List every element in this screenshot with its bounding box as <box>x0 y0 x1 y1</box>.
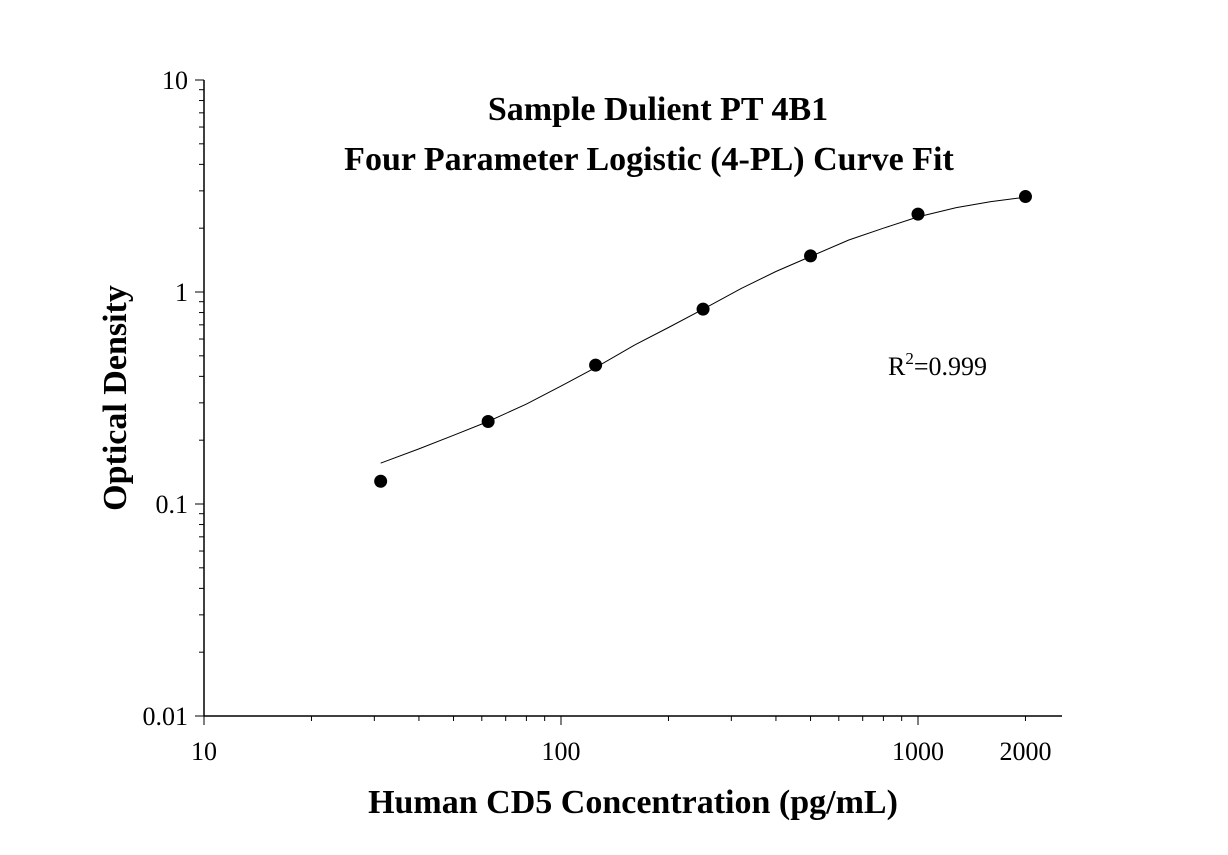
x-axis-ticks: 10 100 1000 2000 <box>191 716 1051 766</box>
y-tick-label: 1 <box>175 278 188 307</box>
y-axis-label: Optical Density <box>97 285 134 511</box>
r-squared-value: =0.999 <box>914 352 987 381</box>
data-point <box>1018 190 1032 204</box>
x-tick-label: 2000 <box>999 737 1051 766</box>
r-squared-base: R <box>888 352 906 381</box>
chart-title-line-2: Four Parameter Logistic (4-PL) Curve Fit <box>344 141 954 178</box>
x-tick-label: 1000 <box>892 737 944 766</box>
axes <box>203 80 1062 717</box>
r-squared-annotation: R2=0.999 <box>888 349 987 381</box>
data-point <box>804 249 818 263</box>
x-axis-label: Human CD5 Concentration (pg/mL) <box>368 784 898 821</box>
chart-title-line-1: Sample Dulient PT 4B1 <box>488 91 828 128</box>
y-tick-label: 0.01 <box>143 702 189 731</box>
data-point <box>911 207 925 221</box>
x-tick-label: 100 <box>542 737 581 766</box>
data-points <box>374 190 1032 488</box>
data-point <box>589 358 603 372</box>
data-point <box>481 414 495 428</box>
x-tick-label: 10 <box>191 737 217 766</box>
data-point <box>374 474 388 488</box>
y-axis-ticks: 0.01 0.1 1 10 <box>143 66 204 731</box>
y-tick-label: 10 <box>162 66 188 95</box>
fit-curve <box>380 196 1026 464</box>
y-tick-label: 0.1 <box>156 490 189 519</box>
r-squared-superscript: 2 <box>905 349 914 368</box>
data-point <box>696 302 710 316</box>
